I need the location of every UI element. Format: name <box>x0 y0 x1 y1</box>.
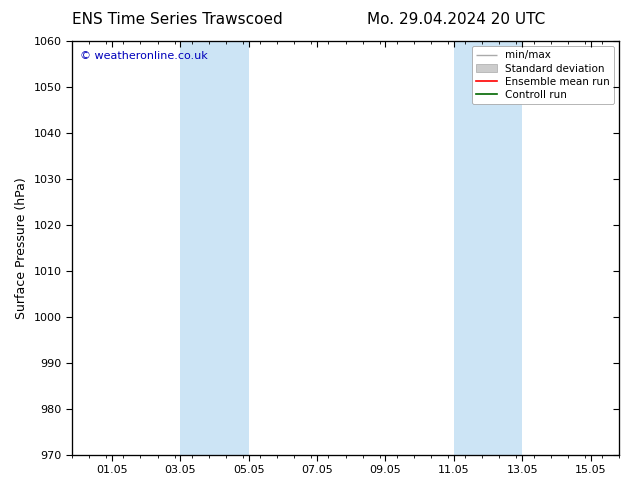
Bar <box>454 41 522 455</box>
Bar <box>180 41 249 455</box>
Legend: min/max, Standard deviation, Ensemble mean run, Controll run: min/max, Standard deviation, Ensemble me… <box>472 46 614 104</box>
Text: Mo. 29.04.2024 20 UTC: Mo. 29.04.2024 20 UTC <box>367 12 546 27</box>
Text: ENS Time Series Trawscoed: ENS Time Series Trawscoed <box>72 12 283 27</box>
Y-axis label: Surface Pressure (hPa): Surface Pressure (hPa) <box>15 177 28 318</box>
Text: © weatheronline.co.uk: © weatheronline.co.uk <box>81 51 208 61</box>
